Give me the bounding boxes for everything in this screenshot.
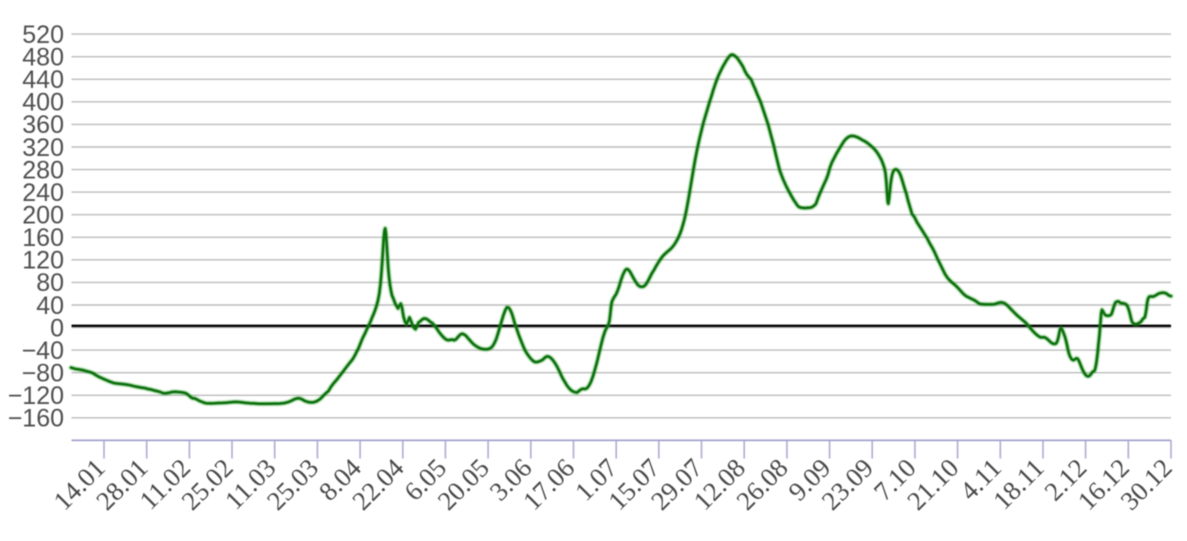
svg-text:200: 200: [22, 202, 64, 230]
svg-text:280: 280: [22, 156, 64, 184]
svg-text:520: 520: [22, 21, 64, 49]
svg-text:480: 480: [22, 44, 64, 72]
svg-text:0: 0: [50, 314, 64, 342]
svg-text:−160: −160: [8, 405, 64, 433]
svg-text:−120: −120: [8, 382, 64, 410]
svg-text:440: 440: [22, 66, 64, 94]
svg-text:400: 400: [22, 89, 64, 117]
svg-text:160: 160: [22, 224, 64, 252]
svg-text:320: 320: [22, 134, 64, 162]
svg-text:−80: −80: [22, 360, 64, 388]
svg-text:40: 40: [36, 292, 64, 320]
svg-text:−40: −40: [22, 337, 64, 365]
svg-text:360: 360: [22, 111, 64, 139]
svg-text:120: 120: [22, 247, 64, 275]
svg-text:80: 80: [36, 269, 64, 297]
svg-text:240: 240: [22, 179, 64, 207]
